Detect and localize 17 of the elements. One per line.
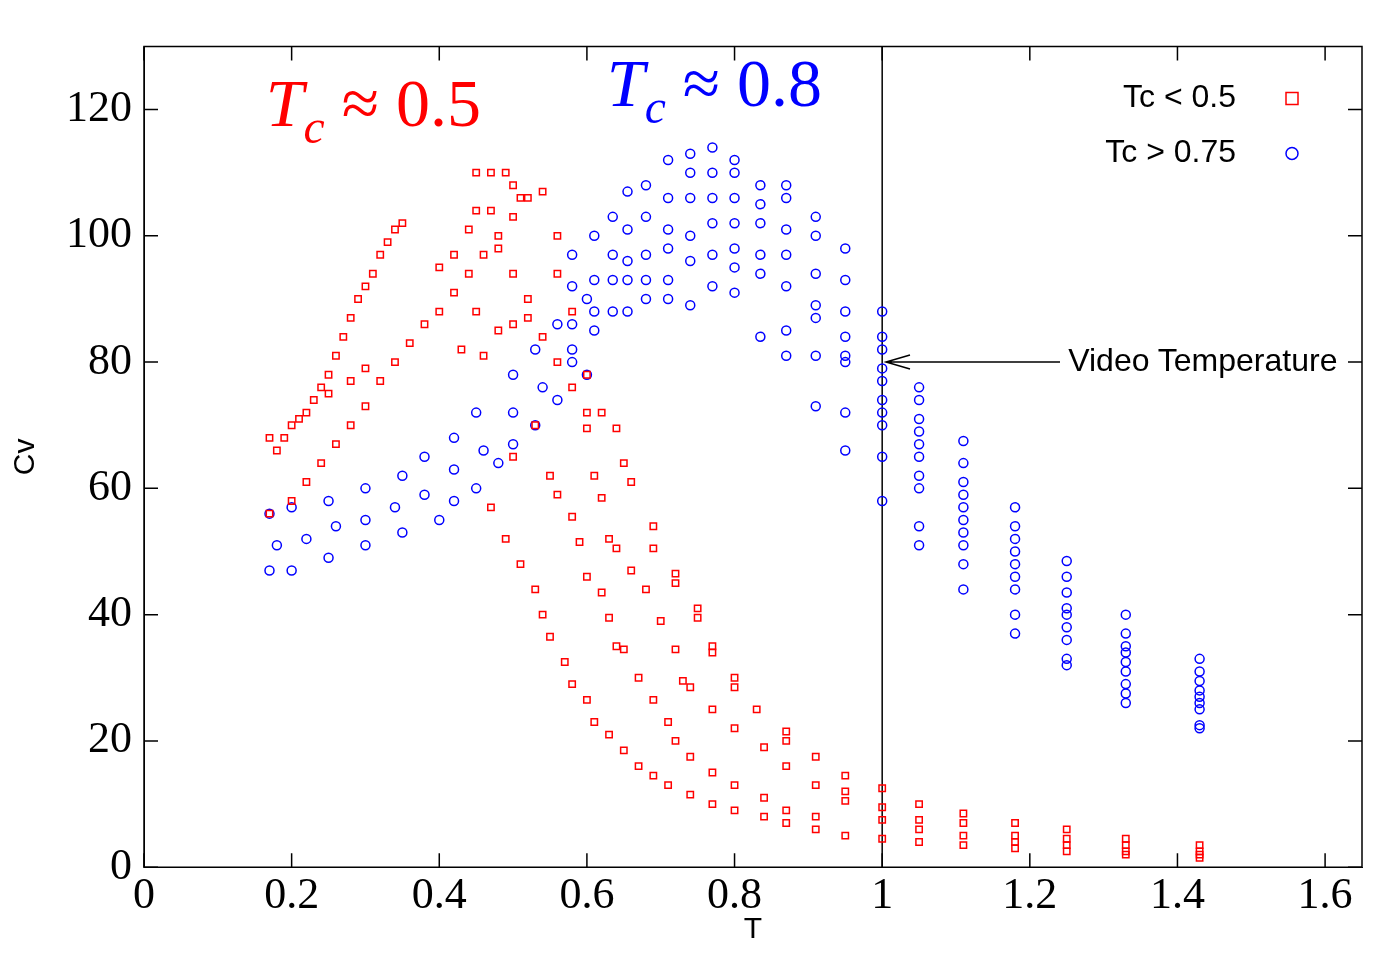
- y-tick-label: 100: [66, 208, 132, 258]
- x-tick-label: 1.4: [1149, 869, 1205, 919]
- x-tick-label: 1.2: [1002, 869, 1058, 919]
- y-tick-label: 40: [88, 587, 132, 637]
- x-tick-label: 1: [871, 869, 894, 919]
- y-tick-label: 120: [66, 82, 132, 132]
- legend-label: Tc > 0.75: [1105, 133, 1236, 170]
- y-tick-label: 60: [88, 460, 132, 510]
- y-axis-title: Cv: [7, 438, 41, 476]
- y-tick-label: 80: [88, 334, 132, 384]
- annotation: Video Temperature: [1068, 341, 1338, 378]
- x-tick-label: 0.4: [411, 869, 467, 919]
- x-tick-label: 0.2: [264, 869, 320, 919]
- x-tick-label: 1.6: [1297, 869, 1353, 919]
- x-tick-label: 0.6: [559, 869, 615, 919]
- y-tick-label: 20: [88, 713, 132, 763]
- legend-label: Tc < 0.5: [1123, 78, 1236, 115]
